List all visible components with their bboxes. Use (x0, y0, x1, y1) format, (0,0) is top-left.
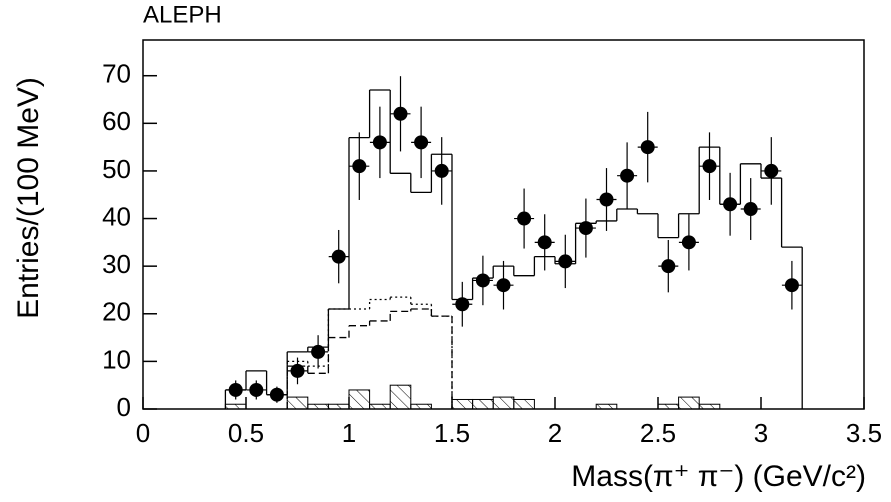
data-point (578, 221, 593, 236)
data-point (331, 249, 346, 264)
hatched-bar (286, 396, 309, 410)
y-tick-label: 20 (102, 297, 131, 327)
x-tick-label: 0 (136, 418, 150, 448)
hatched-bar (451, 398, 474, 410)
data-point (743, 202, 758, 217)
data-point (372, 135, 387, 150)
x-tick-label: 1.5 (434, 418, 470, 448)
data-point (475, 273, 490, 288)
x-tick-label: 3 (754, 418, 768, 448)
hatched-bar (492, 396, 515, 410)
data-point (723, 197, 738, 212)
data-point (620, 168, 635, 183)
hatched-bar (513, 398, 535, 410)
data-point (558, 254, 573, 269)
data-point (393, 106, 408, 121)
hatched-bar (327, 403, 350, 410)
hatched-bar (224, 403, 247, 410)
data-point (228, 382, 243, 397)
y-tick-label: 0 (117, 392, 131, 422)
data-point (311, 344, 326, 359)
plot-frame (142, 39, 865, 410)
x-tick-label: 1 (342, 418, 356, 448)
data-point (455, 297, 470, 312)
data-point (269, 387, 284, 402)
data-point (784, 278, 799, 293)
hatched-bar (678, 396, 700, 410)
data-point (764, 163, 779, 178)
y-tick-label: 30 (102, 249, 131, 279)
hatched-bar (472, 398, 494, 410)
data-point (496, 278, 511, 293)
data-point (537, 235, 552, 250)
data-point (249, 382, 264, 397)
x-axis-title: Mass(π⁺ π⁻) (GeV/c²) (571, 460, 866, 493)
hatched-bar (698, 403, 721, 410)
hatched-bar (657, 403, 680, 410)
y-tick-label: 50 (102, 154, 131, 184)
data-point (414, 135, 429, 150)
data-point (681, 235, 696, 250)
data-point (702, 159, 717, 174)
hatched-bar (348, 389, 371, 410)
data-point (661, 259, 676, 274)
hatched-bar (307, 403, 329, 410)
data-point (517, 211, 532, 226)
y-axis-title: Entries/(100 MeV) (12, 77, 45, 319)
y-tick-label: 10 (102, 344, 131, 374)
data-point (599, 192, 614, 207)
hatched-bar (369, 403, 391, 410)
y-tick-label: 70 (102, 59, 131, 89)
x-tick-label: 2 (548, 418, 562, 448)
y-tick-label: 40 (102, 201, 131, 231)
hatched-bar (389, 384, 412, 410)
data-point (352, 159, 367, 174)
chart-title: ALEPH (143, 1, 222, 28)
x-tick-label: 0.5 (228, 418, 264, 448)
x-tick-label: 3.5 (846, 418, 882, 448)
data-point (290, 363, 305, 378)
data-point (640, 140, 655, 155)
y-tick-label: 60 (102, 106, 131, 136)
x-tick-label: 2.5 (640, 418, 676, 448)
hatched-bar (595, 403, 618, 410)
data-point (434, 163, 449, 178)
hatched-bar (410, 403, 432, 410)
